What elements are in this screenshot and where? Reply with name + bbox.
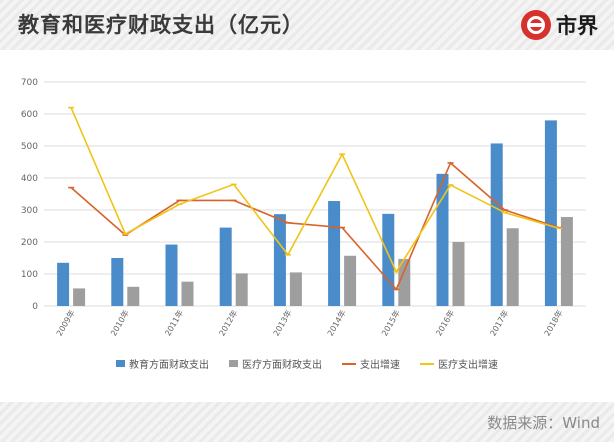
chart-svg: 0 100 200 300 400 500 600 700 2009年 2010年 2011年 201… (21, 78, 586, 338)
legend-label-education: 教育方面财政支出 (129, 360, 209, 371)
bar-education (111, 258, 124, 306)
y-tick-label: 500 (21, 142, 38, 152)
legend-item-health-growth: 医疗支出增速 (420, 356, 498, 371)
bar-health (127, 286, 140, 306)
x-tick-label: 2013年 (271, 308, 294, 338)
chart-legend: 教育方面财政支出 医疗方面财政支出 支出增速 医疗支出增速 (0, 356, 614, 371)
bar-health (289, 272, 302, 306)
x-tick-label: 2017年 (488, 308, 511, 338)
header-banner: 教育和医疗财政支出（亿元） 市界 (0, 0, 614, 50)
y-tick-label: 600 (21, 110, 38, 120)
legend-label-health-growth: 医疗支出增速 (438, 360, 498, 371)
bar-health (344, 255, 357, 306)
legend-item-spending-growth: 支出增速 (342, 356, 400, 371)
legend-item-health: 医疗方面财政支出 (229, 356, 322, 371)
bar-education (490, 143, 503, 306)
shijie-logo-icon (521, 10, 551, 40)
y-tick-label: 0 (32, 302, 38, 312)
brand-name: 市界 (556, 14, 598, 38)
bar-education (273, 214, 286, 306)
bar-education (219, 227, 232, 306)
line-health-growth (70, 107, 560, 274)
x-tick-label: 2014年 (325, 308, 348, 338)
source-note: 数据来源：Wind (487, 414, 600, 432)
legend-label-health: 医疗方面财政支出 (242, 360, 322, 371)
bar-education (57, 262, 70, 306)
legend-swatch-education (116, 360, 125, 367)
x-tick-label: 2015年 (379, 308, 402, 338)
footer-banner: 数据来源：Wind (0, 402, 614, 442)
bar-health (506, 228, 519, 306)
legend-item-education: 教育方面财政支出 (116, 356, 209, 371)
legend-swatch-health-growth (420, 362, 434, 365)
bar-health (235, 273, 248, 306)
brand-logo: 市界 (521, 8, 598, 42)
chart-area: 0 100 200 300 400 500 600 700 2009年 2010年 2011年 201… (14, 62, 600, 392)
bar-health (560, 217, 573, 306)
line-spending-growth (70, 161, 560, 291)
x-tick-label: 2010年 (108, 308, 131, 338)
bar-health (73, 288, 86, 306)
legend-label-spending-growth: 支出增速 (360, 360, 400, 371)
y-tick-label: 700 (21, 78, 38, 88)
x-tick-label: 2012年 (217, 308, 240, 338)
bar-education (165, 244, 178, 306)
bar-education (328, 201, 341, 306)
y-tick-label: 100 (21, 270, 38, 280)
page-title: 教育和医疗财政支出（亿元） (18, 13, 304, 37)
y-tick-label: 200 (21, 238, 38, 248)
bar-education (382, 213, 395, 306)
bar-health (452, 242, 465, 306)
bar-education (436, 173, 449, 306)
bar-health (181, 281, 194, 306)
x-tick-label: 2016年 (433, 308, 456, 338)
x-tick-label: 2009年 (54, 308, 77, 338)
x-tick-label: 2011年 (162, 308, 185, 338)
y-tick-label: 400 (21, 174, 38, 184)
legend-swatch-health (229, 360, 238, 367)
x-tick-label: 2018年 (542, 308, 565, 338)
bar-education (544, 120, 557, 307)
bar-health (398, 258, 411, 306)
y-tick-label: 300 (21, 206, 38, 216)
legend-swatch-spending-growth (342, 362, 356, 365)
